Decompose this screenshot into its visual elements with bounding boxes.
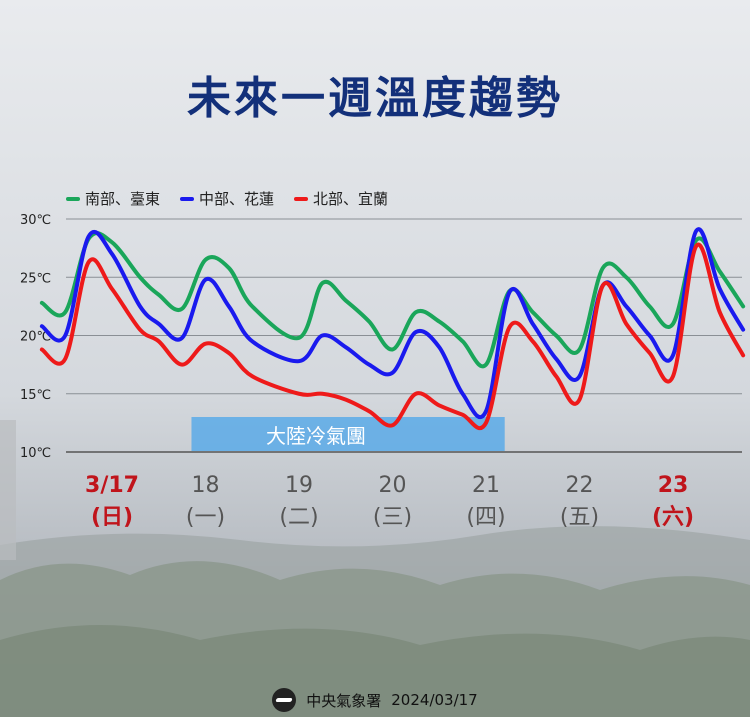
x-tick-weekday: (六) [651,505,695,530]
y-tick-label: 20℃ [20,330,51,345]
x-tick-date: 19 [285,473,313,498]
footer-date: 2024/03/17 [391,691,478,709]
footer-org: 中央氣象署 [306,691,382,710]
series-line-south [39,231,746,369]
x-tick-date: 18 [191,473,220,498]
x-tick-date: 21 [472,473,500,498]
y-tick-label: 10℃ [20,446,51,461]
cwa-logo-icon [272,688,297,712]
series-line-central [39,227,746,420]
x-tick-weekday: (五) [559,505,600,530]
page-title: 未來一週溫度趨勢 [187,73,563,124]
legend-label-south: 南部、臺東 [85,190,161,208]
x-tick-label: 19 (二) [259,470,339,534]
x-tick-date: 22 [565,473,594,498]
y-tick-label: 30℃ [20,213,51,228]
legend-item-central: 中部、花蓮 [180,188,274,209]
chart-legend: 南部、臺東 中部、花蓮 北部、宜蘭 [66,188,388,209]
legend-label-central: 中部、花蓮 [199,190,275,208]
x-tick-label: 23 (六) [633,470,713,534]
cold-air-mass-label: 大陸冷氣團 [266,423,366,448]
cold-air-mass-band [191,417,505,451]
series-line-north [39,242,746,431]
y-tick-label: 15℃ [20,388,51,403]
legend-swatch-south [66,196,80,201]
x-tick-date: 20 [378,473,407,498]
footer: 中央氣象署 2024/03/17 [0,688,750,712]
x-tick-date: 23 [657,473,689,498]
legend-swatch-north [294,196,309,201]
x-tick-weekday: (四) [466,505,506,530]
legend-label-north: 北部、宜蘭 [313,190,389,208]
x-tick-weekday: (一) [185,505,226,530]
x-tick-label: 20 (三) [353,470,433,534]
x-tick-label: 3/17 (日) [72,470,152,534]
x-tick-weekday: (日) [90,505,134,530]
legend-item-south: 南部、臺東 [66,188,160,209]
x-tick-weekday: (二) [279,505,319,530]
x-tick-date: 3/17 [85,473,139,498]
x-tick-weekday: (三) [372,505,413,530]
legend-item-north: 北部、宜蘭 [294,188,388,209]
y-tick-label: 25℃ [20,271,51,286]
x-tick-label: 22 (五) [540,470,620,534]
x-tick-label: 18 (一) [166,470,246,534]
x-tick-label: 21 (四) [446,470,526,534]
legend-swatch-central [180,196,195,201]
